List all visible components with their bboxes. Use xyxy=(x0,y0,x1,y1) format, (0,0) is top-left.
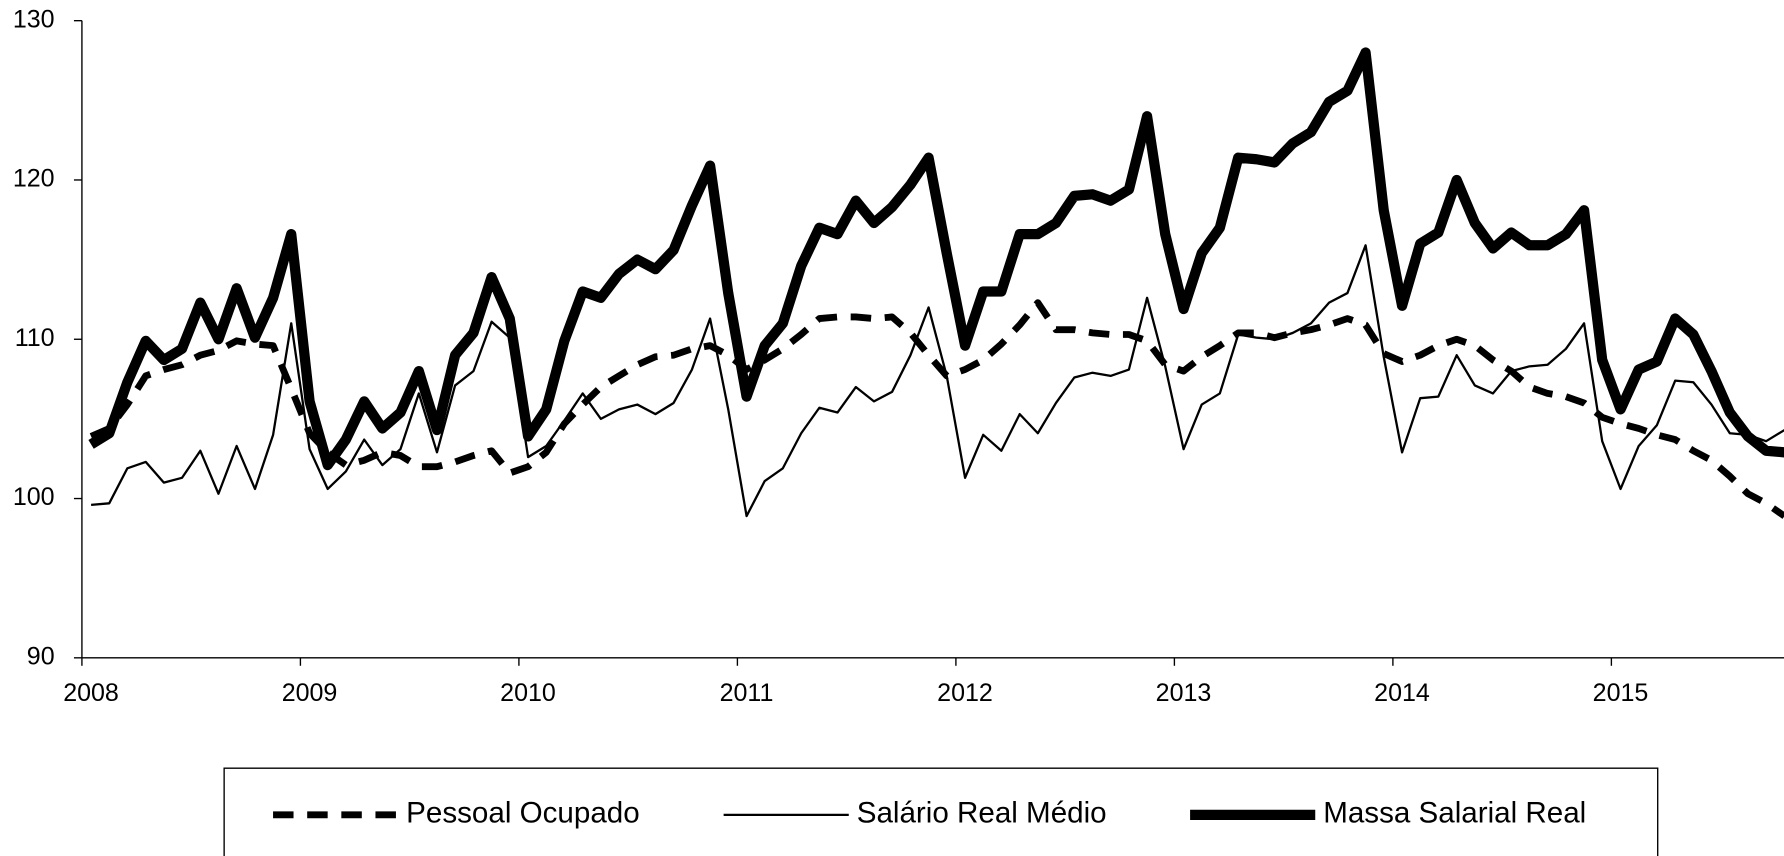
x-tick-label: 2010 xyxy=(500,679,556,707)
series-line xyxy=(90,244,1784,518)
x-tick-label: 2015 xyxy=(1593,679,1649,707)
legend-label: Pessoal Ocupado xyxy=(406,797,640,830)
x-tick-label: 2014 xyxy=(1374,679,1430,707)
series-line xyxy=(88,47,1784,471)
x-tick-label: 2008 xyxy=(63,679,119,707)
y-tick-label: 110 xyxy=(15,324,55,352)
legend-label: Massa Salarial Real xyxy=(1323,797,1586,830)
x-tick-label: 2013 xyxy=(1156,679,1212,707)
legend-box xyxy=(223,767,1659,856)
y-tick-label: 100 xyxy=(13,483,55,511)
x-tick-label: 2009 xyxy=(282,679,338,707)
series-line xyxy=(89,299,1784,519)
x-tick-label: 2011 xyxy=(720,679,774,707)
y-tick-label: 90 xyxy=(27,642,55,670)
legend-label: Salário Real Médio xyxy=(857,797,1107,830)
y-tick-label: 130 xyxy=(13,5,55,33)
x-tick-label: 2012 xyxy=(937,679,993,707)
y-tick-label: 120 xyxy=(13,165,55,193)
